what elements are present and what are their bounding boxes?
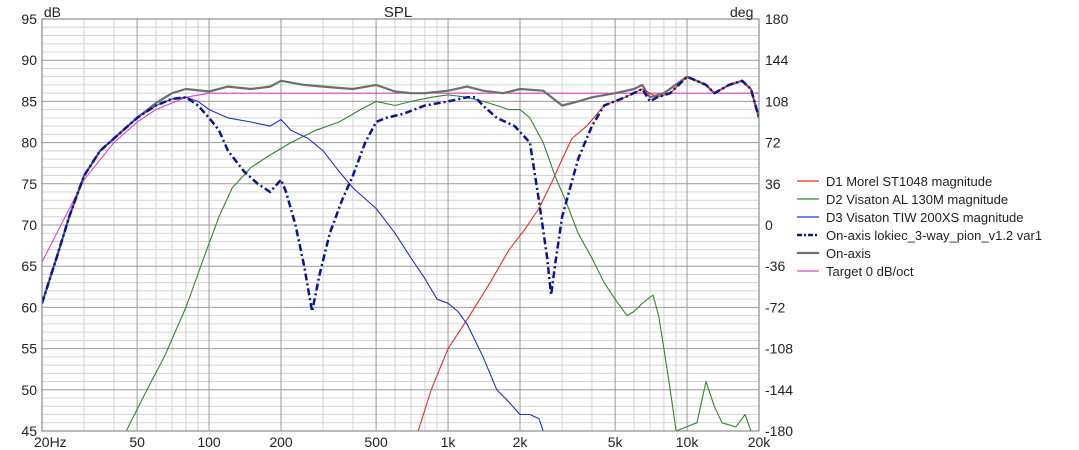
- x-tick-label: 5k: [608, 434, 624, 450]
- y2-tick-label: -144: [765, 382, 793, 398]
- series-line-5: [42, 92, 759, 263]
- y2-tick-label: -108: [765, 341, 793, 357]
- series-line-4: [42, 75, 759, 305]
- right-axis-unit: deg: [730, 4, 753, 20]
- x-tick-label: 2k: [513, 434, 529, 450]
- grid-lines: [41, 18, 760, 432]
- y-tick-label: 50: [21, 382, 37, 398]
- y2-tick-label: 36: [765, 176, 781, 192]
- legend-label: Target 0 dB/oct: [826, 264, 914, 279]
- series-lines: [42, 75, 759, 431]
- x-tick-label: 20Hz: [34, 434, 67, 450]
- y-tick-label: 80: [21, 135, 37, 151]
- chart-title: SPL: [384, 4, 412, 21]
- legend-label: On-axis lokiec_3-way_pion_v1.2 var1: [826, 228, 1042, 243]
- y2-tick-label: -72: [765, 299, 785, 315]
- y2-tick-label: 180: [765, 11, 789, 27]
- y-tick-label: 55: [21, 341, 37, 357]
- y-tick-label: 75: [21, 176, 37, 192]
- x-tick-label: 1k: [441, 434, 457, 450]
- y2-tick-label: 0: [765, 217, 773, 233]
- x-tick-label: 10k: [676, 434, 700, 450]
- plot-frame: [41, 18, 760, 432]
- series-line-0: [417, 76, 759, 431]
- y-tick-label: 60: [21, 299, 37, 315]
- series-line-1: [125, 94, 752, 431]
- legend-label: D1 Morel ST1048 magnitude: [826, 174, 992, 189]
- y-tick-label: 45: [21, 423, 37, 439]
- y-tick-label: 70: [21, 217, 37, 233]
- legend-label: D3 Visaton TIW 200XS magnitude: [826, 210, 1024, 225]
- series-line-2: [42, 96, 544, 431]
- x-tick-label: 20k: [748, 434, 772, 450]
- axes: SPL dB deg 95 90 85 80 75 70 65 60 55 50 45 180 144 1…: [21, 4, 793, 450]
- legend-label: On-axis: [826, 246, 871, 261]
- y2-tick-label: -180: [765, 423, 793, 439]
- y-tick-label: 90: [21, 52, 37, 68]
- legend: D1 Morel ST1048 magnitude D2 Visaton AL 1…: [797, 174, 1042, 279]
- left-axis-unit: dB: [44, 4, 61, 20]
- y2-tick-label: 72: [765, 135, 781, 151]
- y-tick-label: 65: [21, 258, 37, 274]
- y2-tick-label: 144: [765, 52, 789, 68]
- y2-tick-label: 108: [765, 93, 789, 109]
- y2-tick-label: -36: [765, 258, 785, 274]
- x-tick-label: 200: [269, 434, 293, 450]
- x-tick-label: 500: [364, 434, 388, 450]
- y-tick-label: 85: [21, 93, 37, 109]
- x-tick-label: 50: [129, 434, 145, 450]
- y-tick-label: 95: [21, 11, 37, 27]
- legend-label: D2 Visaton AL 130M magnitude: [826, 192, 1008, 207]
- series-line-3: [42, 75, 759, 313]
- x-tick-label: 100: [197, 434, 221, 450]
